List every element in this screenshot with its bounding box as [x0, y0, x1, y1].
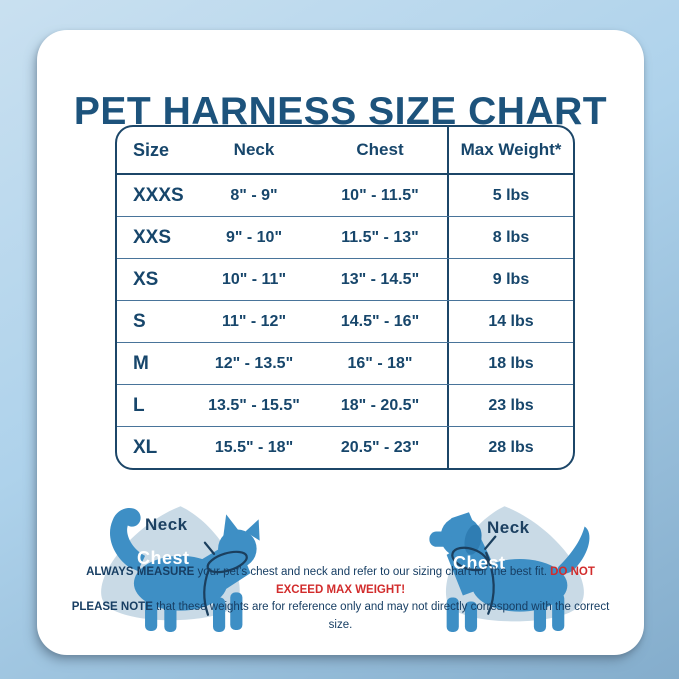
weight-value: 5 lbs	[447, 175, 573, 216]
chest-value: 20.5" - 23"	[340, 438, 420, 456]
chest-value: 14.5" - 16"	[340, 312, 420, 330]
table-row: S 11" - 12" 14.5" - 16" 14 lbs	[117, 300, 573, 342]
weight-value: 18 lbs	[447, 343, 573, 384]
size-value: S	[133, 310, 146, 332]
size-value: L	[133, 394, 145, 416]
dog-chest-label: Chest	[453, 553, 506, 573]
max-weight-warning: DO NOT EXCEED MAX WEIGHT!	[275, 565, 595, 596]
neck-value: 9" - 10"	[225, 228, 283, 246]
chest-value: 11.5" - 13"	[341, 228, 419, 246]
table-row: XS 10" - 11" 13" - 14.5" 9 lbs	[117, 258, 573, 300]
dog-neck-label: Neck	[487, 518, 530, 537]
cat-illustration	[101, 506, 260, 632]
size-chart-card: PET HARNESS SIZE CHART Size Neck Chest M…	[37, 30, 644, 655]
weight-value: 28 lbs	[447, 427, 573, 468]
neck-pointer-line	[203, 541, 216, 555]
cat-neck-label: Neck	[145, 515, 188, 534]
neck-value: 13.5" - 15.5"	[208, 396, 300, 414]
table-row: XXXS 8" - 9" 10" - 11.5" 5 lbs	[117, 175, 573, 216]
footer-note: ALWAYS MEASURE your pet’s chest and neck…	[71, 564, 610, 635]
chest-value: 16" - 18"	[347, 354, 413, 372]
neck-value: 11" - 12"	[221, 312, 287, 330]
neck-value: 10" - 11"	[221, 270, 287, 288]
harness-neck-loop	[206, 550, 248, 574]
table-row: M 12" - 13.5" 16" - 18" 18 lbs	[117, 342, 573, 384]
header-max-weight: Max Weight*	[447, 127, 573, 173]
size-value: XXXS	[133, 184, 184, 206]
table-row: L 13.5" - 15.5" 18" - 20.5" 23 lbs	[117, 384, 573, 426]
harness-chest-strap	[203, 567, 211, 616]
neck-pointer-line	[484, 535, 497, 550]
chest-value: 10" - 11.5"	[341, 186, 419, 204]
footer-line-2: PLEASE NOTE that these weights are for r…	[71, 599, 610, 635]
weight-value: 9 lbs	[447, 259, 573, 300]
please-note-label: PLEASE NOTE	[71, 601, 153, 614]
table-row: XL 15.5" - 18" 20.5" - 23" 28 lbs	[117, 426, 573, 468]
size-value: XL	[133, 436, 158, 458]
header-size: Size	[133, 139, 170, 160]
table-header-row: Size Neck Chest Max Weight*	[117, 127, 573, 175]
chest-value: 18" - 20.5"	[340, 396, 420, 414]
size-value: XS	[133, 268, 159, 290]
always-measure-label: ALWAYS MEASURE	[86, 565, 195, 578]
neck-value: 8" - 9"	[230, 186, 278, 204]
weight-value: 8 lbs	[447, 217, 573, 258]
harness-neck-loop	[451, 546, 489, 572]
footer-line-1-text: your pet’s chest and neck and refer to o…	[194, 565, 551, 578]
chest-value: 13" - 14.5"	[340, 270, 420, 288]
header-chest: Chest	[356, 140, 404, 159]
weight-value: 23 lbs	[447, 385, 573, 426]
cat-chest-label: Chest	[137, 548, 190, 568]
table-row: XXS 9" - 10" 11.5" - 13" 8 lbs	[117, 216, 573, 258]
harness-chest-strap	[485, 551, 495, 615]
cat-diagram: Neck Chest	[75, 492, 280, 634]
dog-illustration	[429, 506, 590, 632]
footer-line-1: ALWAYS MEASURE your pet’s chest and neck…	[71, 564, 610, 600]
dog-silhouette	[429, 512, 590, 632]
neck-value: 12" - 13.5"	[214, 354, 294, 372]
footer-line-2-text: that these weights are for reference onl…	[152, 601, 610, 632]
dog-diagram: Neck Chest	[405, 492, 610, 634]
size-table: Size Neck Chest Max Weight* XXXS 8" - 9"…	[115, 125, 575, 470]
size-value: XXS	[133, 226, 172, 248]
neck-value: 15.5" - 18"	[214, 438, 294, 456]
measurement-diagrams: Neck Chest	[37, 492, 644, 634]
header-neck: Neck	[233, 140, 275, 159]
size-value: M	[133, 352, 149, 374]
weight-value: 14 lbs	[447, 301, 573, 342]
